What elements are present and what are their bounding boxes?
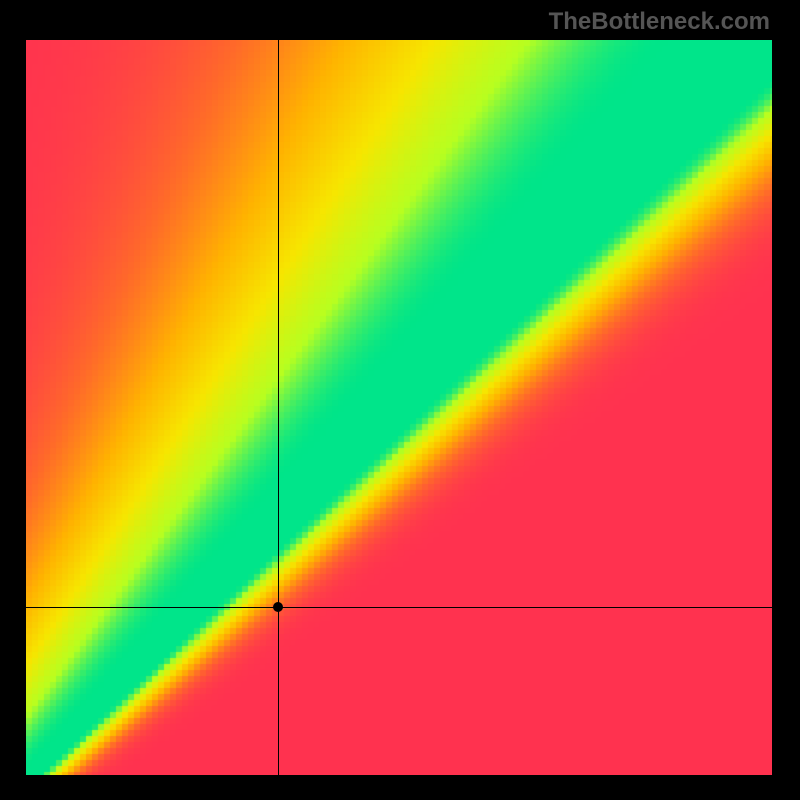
watermark-text: TheBottleneck.com	[549, 8, 770, 36]
heatmap-canvas	[26, 40, 772, 775]
crosshair-horizontal	[26, 607, 772, 608]
plot-area	[26, 40, 772, 775]
crosshair-vertical	[278, 40, 279, 775]
data-point-marker	[273, 602, 283, 612]
chart-container: TheBottleneck.com	[0, 0, 800, 800]
